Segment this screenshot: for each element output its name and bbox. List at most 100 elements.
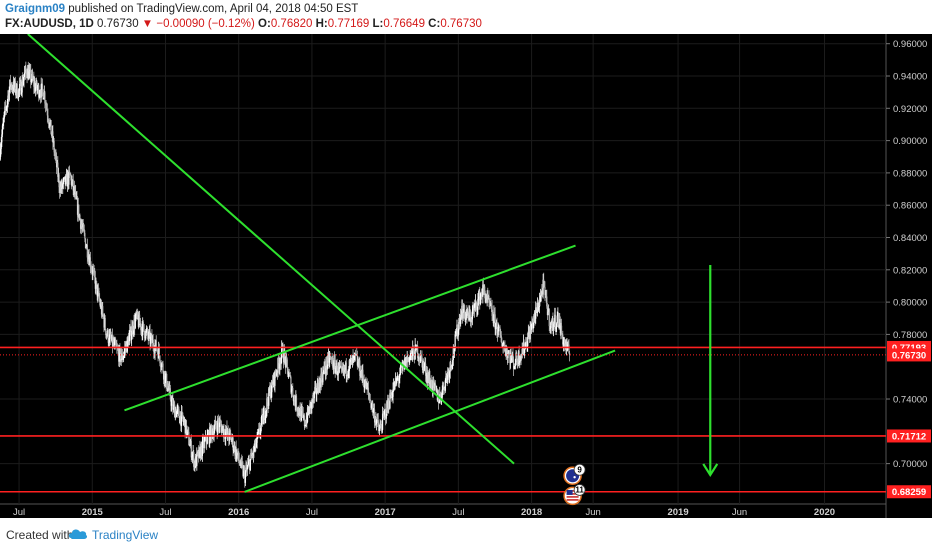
candle-body [392, 389, 394, 397]
candle-body [182, 412, 184, 419]
candle-body [220, 425, 223, 433]
candle-body [67, 174, 69, 187]
candle-body [45, 105, 47, 106]
channel-lower[interactable] [244, 349, 616, 493]
candle-body [3, 112, 5, 119]
candle-body [530, 326, 532, 330]
candle-body [241, 459, 243, 463]
candle-body [419, 359, 421, 362]
candle-body [60, 181, 63, 189]
candle-body [397, 378, 399, 379]
event-aud[interactable]: 9 [563, 463, 586, 485]
candle-body [561, 333, 563, 335]
candle-body [320, 373, 322, 388]
candle-body [405, 357, 407, 369]
candle-body [444, 387, 446, 391]
candle-body [381, 413, 384, 430]
last-price: 0.76730 [97, 18, 139, 30]
chart-header: Graignm09 published on TradingView.com, … [0, 0, 932, 34]
candle-body [436, 388, 438, 392]
candle-body [382, 413, 384, 415]
channel-upper[interactable] [124, 244, 576, 412]
candle-body [52, 131, 54, 143]
candle-body [33, 78, 35, 87]
candle-body [95, 280, 98, 284]
candle-body [536, 303, 539, 310]
long-downtrend[interactable] [27, 34, 515, 465]
candle-body [22, 78, 24, 85]
candle-body [388, 400, 390, 408]
candle-body [44, 92, 46, 104]
candle-body [157, 351, 159, 359]
candle-body [447, 371, 449, 380]
candle-body [413, 351, 415, 360]
candle-body [383, 414, 385, 415]
candle-body [183, 419, 186, 421]
candle-body [86, 244, 88, 258]
candle-body [323, 365, 325, 372]
candle-body [196, 452, 199, 454]
candle-body [97, 289, 99, 297]
candle-body [359, 360, 361, 376]
candle-body [159, 363, 162, 368]
candle-body [190, 440, 192, 458]
event-usd[interactable]: 11 [563, 484, 586, 506]
candle-body [373, 409, 375, 411]
candle-body [273, 373, 275, 385]
candle-body [86, 244, 88, 247]
high-label: H: [315, 18, 328, 30]
level-071712-tag [887, 429, 931, 443]
candle-body [265, 411, 267, 419]
candle-body [111, 334, 114, 347]
candle-body [268, 388, 270, 406]
candle-body [199, 447, 201, 448]
candle-body [196, 452, 198, 466]
candle-body [25, 70, 28, 75]
author-link[interactable]: Graignm09 [5, 3, 66, 15]
candle-body [93, 270, 95, 271]
candle-body [64, 176, 66, 185]
candle-body [239, 462, 241, 466]
candle-body [477, 298, 479, 310]
tradingview-brand-link[interactable]: TradingView [92, 528, 159, 542]
close-label: C: [428, 18, 441, 30]
candle-body [202, 440, 205, 449]
candle-body [83, 229, 85, 234]
candle-body [241, 462, 243, 465]
candle-body [155, 340, 157, 346]
candle-body [291, 387, 293, 390]
candle-body [267, 402, 269, 406]
candle-body [502, 344, 504, 347]
candle-body [137, 318, 139, 327]
candle-body [354, 353, 357, 355]
tradingview-cloud-icon[interactable] [68, 527, 88, 541]
candle-body [127, 338, 130, 346]
candle-body [568, 352, 571, 355]
candle-body [262, 414, 264, 425]
candle-body [405, 357, 408, 363]
time-tick-label: Jul [159, 507, 171, 518]
candle-body [172, 404, 175, 410]
candle-body [564, 343, 566, 347]
candle-body [549, 326, 551, 329]
candle-body [247, 461, 250, 465]
candle-body [202, 440, 204, 441]
candle-body [170, 399, 172, 406]
candle-body [58, 174, 60, 188]
candle-body [451, 364, 453, 368]
candle-body [16, 83, 18, 93]
candle-body [438, 402, 440, 404]
candle-body [84, 238, 87, 248]
candle-body [420, 354, 422, 362]
candle-body [377, 417, 379, 421]
candle-body [286, 356, 288, 360]
candle-body [99, 301, 101, 307]
candle-body [35, 81, 37, 88]
candle-body [567, 343, 569, 345]
candle-body [276, 372, 278, 376]
candle-body [418, 357, 420, 359]
candle-body [77, 204, 79, 215]
candle-body [508, 352, 510, 354]
candle-body [516, 360, 518, 363]
